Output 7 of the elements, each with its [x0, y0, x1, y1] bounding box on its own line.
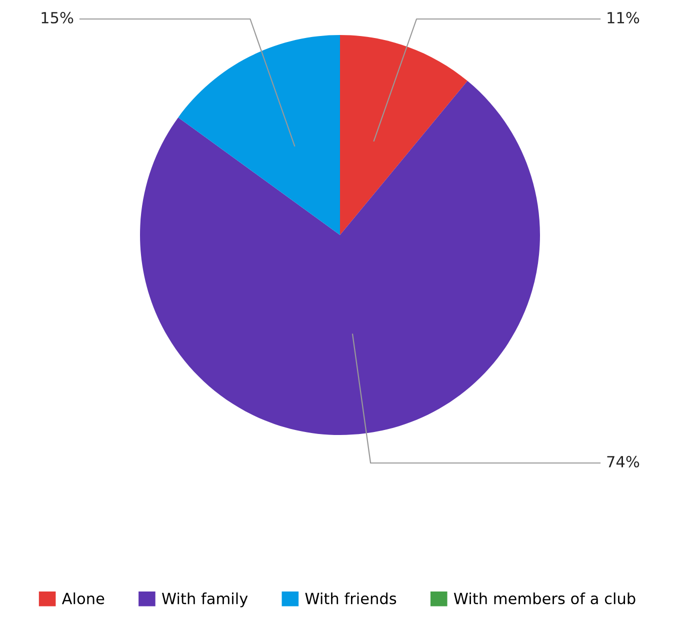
legend-label: With family [162, 592, 248, 608]
legend-label: Alone [62, 592, 104, 604]
data-label: 74% [607, 456, 640, 468]
data-label: 11% [608, 12, 640, 24]
data-label: 15% [42, 12, 74, 24]
legend-label: With members of a club [454, 592, 636, 604]
legend-label: With friends [305, 592, 396, 604]
